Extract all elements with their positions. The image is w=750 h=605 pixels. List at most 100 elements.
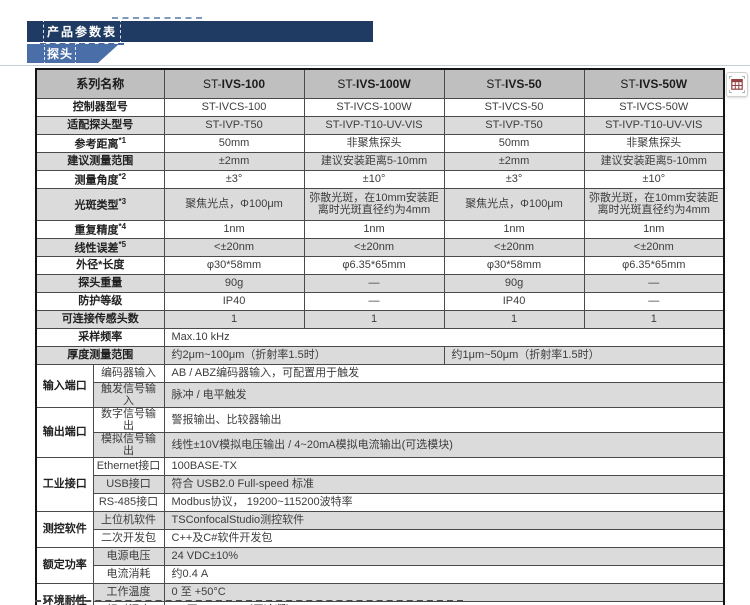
spec-value: Modbus协议， 19200~115200波特率 <box>163 492 725 512</box>
selection-dash-bottom <box>35 600 463 602</box>
spec-value: 50mm <box>443 133 585 153</box>
spec-value: 1nm <box>303 219 445 239</box>
spec-value: ±10° <box>583 169 725 189</box>
spec-value: 50mm <box>163 133 305 153</box>
spec-value: <±20nm <box>583 237 725 257</box>
column-header-model: ST-IVS-100 <box>163 68 305 99</box>
spec-row-label: 探头重量 <box>35 273 165 293</box>
spec-value: ST-IVP-T50 <box>443 115 585 135</box>
spec-value: 脉冲 / 电平触发 <box>163 381 725 408</box>
tab-probe: 探头 <box>27 44 119 63</box>
spec-value: ST-IVP-T10-UV-VIS <box>303 115 445 135</box>
sub-label: 编码器输入 <box>92 363 165 383</box>
spec-row-label: 外径*长度 <box>35 255 165 275</box>
spec-value: φ6.35*65mm <box>583 255 725 275</box>
divider-line <box>0 65 750 66</box>
spec-value: φ6.35*65mm <box>303 255 445 275</box>
spec-value: 非聚焦探头 <box>583 133 725 153</box>
selection-dash-top <box>112 17 202 19</box>
spec-value: 1 <box>443 309 585 329</box>
sub-label: 触发信号输入 <box>92 381 165 408</box>
spec-row-label: 防护等级 <box>35 291 165 311</box>
sub-label: Ethernet接口 <box>92 456 165 476</box>
spec-value: 1 <box>163 309 305 329</box>
group-label: 输出端口 <box>35 406 94 458</box>
title-bar: 产品参数表 <box>27 19 373 44</box>
spec-value: — <box>583 273 725 293</box>
spec-value: φ30*58mm <box>163 255 305 275</box>
spec-value: 弥散光斑，在10mm安装距离时光斑直径约为4mm <box>583 187 725 221</box>
page-title: 产品参数表 <box>42 19 122 44</box>
spec-value: ±3° <box>163 169 305 189</box>
spec-value: <±20nm <box>443 237 585 257</box>
spec-table-container: 系列名称 ST-IVS-100 ST-IVS-100W ST-IVS-50 ST-IVS… <box>35 68 726 605</box>
spec-value: ST-IVCS-50 <box>443 97 585 117</box>
spec-value: 约2μm~100μm（折射率1.5时） <box>163 345 445 365</box>
spec-row-label: 参考距离*1 <box>35 133 165 153</box>
spec-value: ST-IVCS-100 <box>163 97 305 117</box>
spec-value: IP40 <box>443 291 585 311</box>
spec-value: TSConfocalStudio测控软件 <box>163 510 725 530</box>
group-label: 输入端口 <box>35 363 94 408</box>
column-header-model: ST-IVS-50 <box>443 68 585 99</box>
spec-value: 90g <box>163 273 305 293</box>
spec-row-label: 建议测量范围 <box>35 151 165 171</box>
sub-label: 模拟信号输出 <box>92 431 165 458</box>
spec-value: 1 <box>303 309 445 329</box>
spec-value: 24 VDC±10% <box>163 546 725 566</box>
tab-probe-label: 探头 <box>43 44 77 63</box>
spec-value: AB / ABZ编码器输入，可配置用于触发 <box>163 363 725 383</box>
spec-value: ST-IVCS-100W <box>303 97 445 117</box>
column-header-series: 系列名称 <box>35 68 165 99</box>
spec-value: 1nm <box>583 219 725 239</box>
spec-value: 100BASE-TX <box>163 456 725 476</box>
spec-value: ±10° <box>303 169 445 189</box>
spec-value: — <box>303 291 445 311</box>
spec-table: 系列名称 ST-IVS-100 ST-IVS-100W ST-IVS-50 ST-IVS… <box>35 68 726 605</box>
spec-value: φ30*58mm <box>443 255 585 275</box>
spec-value: 1nm <box>443 219 585 239</box>
spec-value: 警报输出、比较器输出 <box>163 406 725 433</box>
spec-value: 线性±10V模拟电压输出 / 4~20mA模拟电流输出(可选模块) <box>163 431 725 458</box>
spec-row-label: 厚度测量范围 <box>35 345 165 365</box>
spec-value: 1nm <box>163 219 305 239</box>
table-grid-glyph <box>729 76 745 93</box>
spec-row-label: 线性误差*5 <box>35 237 165 257</box>
column-header-model: ST-IVS-50W <box>583 68 725 99</box>
spec-row-label: 控制器型号 <box>35 97 165 117</box>
spec-row-label: 可连接传感头数 <box>35 309 165 329</box>
spec-value: — <box>583 291 725 311</box>
sub-label: 工作温度 <box>92 582 165 602</box>
spec-value: — <box>303 273 445 293</box>
spec-value: ±3° <box>443 169 585 189</box>
spec-value: C++及C#软件开发包 <box>163 528 725 548</box>
column-header-model: ST-IVS-100W <box>303 68 445 99</box>
spec-value: 非聚焦探头 <box>303 133 445 153</box>
group-label: 工业接口 <box>35 456 94 512</box>
spec-value: 90g <box>443 273 585 293</box>
spec-value: 聚焦光点，Φ100μm <box>443 187 585 221</box>
spec-value: IP40 <box>163 291 305 311</box>
spec-row-label: 重复精度*4 <box>35 219 165 239</box>
sub-label: RS-485接口 <box>92 492 165 512</box>
spec-value: 1 <box>583 309 725 329</box>
group-label: 额定功率 <box>35 546 94 584</box>
spec-row-label: 测量角度*2 <box>35 169 165 189</box>
spec-value: 约0.4 A <box>163 564 725 584</box>
spec-value: Max.10 kHz <box>163 327 725 347</box>
spec-row-label: 适配探头型号 <box>35 115 165 135</box>
spec-value: ±2mm <box>163 151 305 171</box>
table-capture-icon[interactable] <box>726 72 748 97</box>
spec-value: ST-IVP-T50 <box>163 115 305 135</box>
sub-label: 数字信号输出 <box>92 406 165 433</box>
spec-value: ST-IVP-T10-UV-VIS <box>583 115 725 135</box>
sub-label: 电源电压 <box>92 546 165 566</box>
spec-value: ±2mm <box>443 151 585 171</box>
spec-value: 符合 USB2.0 Full-speed 标准 <box>163 474 725 494</box>
spec-value: 聚焦光点，Φ100μm <box>163 187 305 221</box>
group-label: 测控软件 <box>35 510 94 548</box>
sub-label: 二次开发包 <box>92 528 165 548</box>
sub-label: 上位机软件 <box>92 510 165 530</box>
spec-value: ST-IVCS-50W <box>583 97 725 117</box>
